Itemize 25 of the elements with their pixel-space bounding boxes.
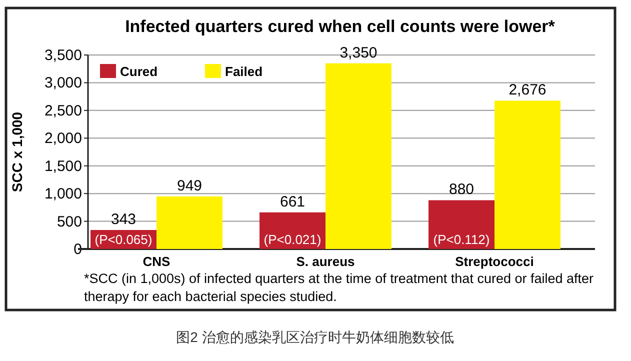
y-tick-label: 1,000 <box>44 186 82 203</box>
x-tick-label: Streptococci <box>455 254 534 269</box>
y-tick-label: 2,500 <box>44 102 82 120</box>
legend-label: Cured <box>120 64 158 79</box>
annotation: (P<0.065) <box>94 232 152 247</box>
data-label: 661 <box>280 193 306 210</box>
x-tick-label: CNS <box>142 254 171 269</box>
text: *SCC (in 1,000s) of infected quarters at the time of treatment that cured or failed after therapy for each bacterial species studied. <box>84 270 595 306</box>
y-tick-label: 500 <box>56 213 82 230</box>
legend-label: Failed <box>225 64 263 79</box>
x-tick-label: S. aureus <box>296 254 355 269</box>
data-label: 880 <box>448 181 474 198</box>
data-label: 3,350 <box>340 44 378 62</box>
y-tick-label: 3,500 <box>44 47 82 64</box>
chart-title: Infected quarters cured when cell counts were lower* <box>125 17 556 36</box>
caption: 图2 治愈的感染乳区治疗时牛奶体细胞数较低 <box>176 329 454 345</box>
y-tick-label: 3,000 <box>44 74 82 92</box>
annotation: (P<0.112) <box>433 232 490 247</box>
y-tick-label: 2,000 <box>44 130 82 148</box>
y-tick-label: 1,500 <box>44 158 82 175</box>
data-label: 2,676 <box>508 82 546 99</box>
data-label: 949 <box>176 177 202 194</box>
data-label: 343 <box>110 210 136 228</box>
annotation: (P<0.021) <box>264 232 322 247</box>
y-axis-title: SCC x 1,000 <box>9 112 25 192</box>
